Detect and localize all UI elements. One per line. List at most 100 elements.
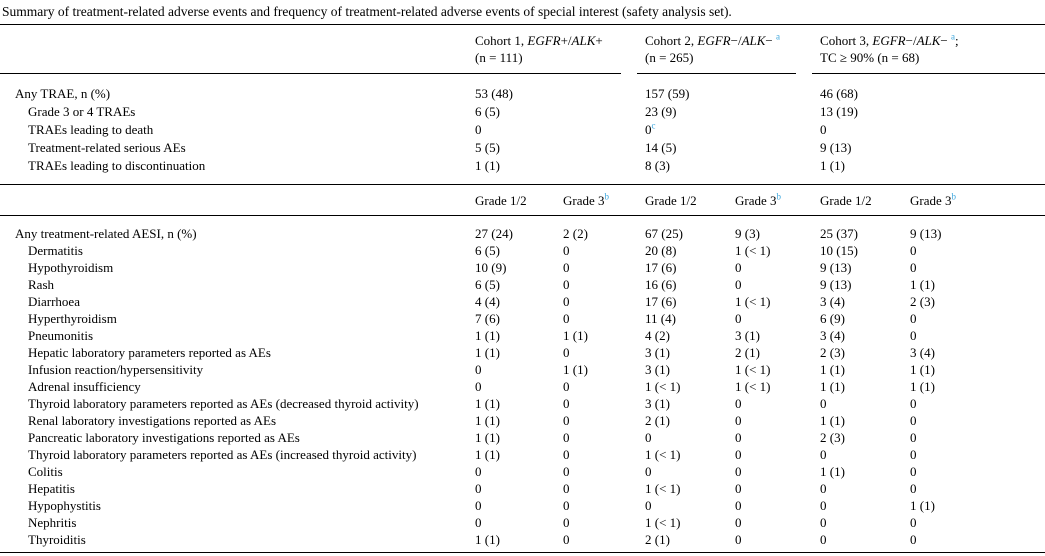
table-row: Treatment-related serious AEs 5 (5) 14 (5)… — [0, 139, 1045, 157]
gene-name: ALK — [916, 33, 941, 48]
value-cell: 16 (6) — [645, 277, 677, 292]
cohort-header-line2: TC ≥ 90% (n = 68) — [820, 50, 920, 65]
header-text: Cohort 3, — [820, 33, 873, 48]
value-cell: 1 (1) — [563, 362, 588, 377]
value-cell: 9 (13) — [820, 140, 852, 155]
stub-header-cell — [0, 184, 467, 216]
value-cell: 2 (1) — [645, 532, 670, 547]
value-cell: 0 — [820, 515, 827, 530]
value-cell: 2 (1) — [645, 413, 670, 428]
value-cell: 0 — [735, 413, 742, 428]
cohort-2-header: Cohort 2, EGFR−/ALK− a (n = 265) — [637, 25, 812, 74]
value-cell: 0 — [910, 464, 917, 479]
table-row: TRAEs leading to discontinuation 1 (1) 8 (… — [0, 157, 1045, 185]
row-label: TRAEs leading to death — [28, 122, 154, 137]
value-cell: 67 (25) — [645, 226, 683, 241]
value-cell: 10 (9) — [475, 260, 507, 275]
row-label: Grade 3 or 4 TRAEs — [28, 104, 136, 119]
value-cell: 157 (59) — [645, 86, 690, 101]
value-cell: 0 — [475, 379, 482, 394]
table-row: Hypophystitis 0 0 0 0 0 1 (1) — [0, 497, 1045, 514]
value-cell: 0 — [563, 413, 570, 428]
value-cell: 0 — [910, 515, 917, 530]
value-cell: 2 (2) — [563, 226, 588, 241]
value-cell: 0 — [910, 532, 917, 547]
value-cell: 25 (37) — [820, 226, 858, 241]
value-cell: 0 — [475, 122, 482, 137]
row-label: Pneumonitis — [28, 328, 94, 343]
row-label: Hepatitis — [28, 481, 75, 496]
value-cell: 0 — [475, 515, 482, 530]
row-label: Colitis — [28, 464, 63, 479]
value-cell: 0 — [735, 260, 742, 275]
cohort-header-line2: (n = 265) — [645, 50, 694, 65]
value-cell: 4 (2) — [645, 328, 670, 343]
value-cell: 1 (1) — [820, 464, 845, 479]
value-cell: 0c — [645, 120, 656, 137]
header-text: − — [765, 33, 776, 48]
table-row: Thyroid laboratory parameters reported a… — [0, 446, 1045, 463]
row-label: Treatment-related serious AEs — [28, 140, 186, 155]
row-label: Dermatitis — [28, 243, 83, 258]
value-cell: 9 (13) — [910, 226, 942, 241]
value-cell: 0 — [910, 311, 917, 326]
cohort-header-text: Cohort 2, EGFR−/ALK− a (n = 265) — [637, 25, 797, 74]
value-cell: 0 — [563, 481, 570, 496]
table-row: Hepatic laboratory parameters reported a… — [0, 344, 1045, 361]
footnote-marker-c: c — [651, 120, 656, 131]
value-cell: 0 — [735, 277, 742, 292]
value-cell: 6 (9) — [820, 311, 845, 326]
gene-name: EGFR — [872, 33, 906, 48]
row-label: Thyroid laboratory parameters reported a… — [28, 396, 419, 411]
row-label: Renal laboratory investigations reported… — [28, 413, 277, 428]
value-cell: 2 (3) — [820, 430, 845, 445]
row-label: Rash — [28, 277, 54, 292]
value-cell: 7 (6) — [475, 311, 500, 326]
grade-header-section: Grade 1/2 Grade 3b Grade 1/2 Grade 3b Grade … — [0, 184, 1045, 216]
row-label: Diarrhoea — [28, 294, 80, 309]
value-cell: 0 — [910, 413, 917, 428]
value-cell: 1 (1) — [910, 379, 935, 394]
table-row: Thyroiditis 1 (1) 0 2 (1) 0 0 0 — [0, 531, 1045, 553]
value-cell: 6 (5) — [475, 277, 500, 292]
value-cell: 0 — [563, 294, 570, 309]
table-row: Adrenal insufficiency 0 0 1 (< 1) 1 (< 1) 1 (… — [0, 378, 1045, 395]
header-text: + — [595, 33, 603, 48]
value-cell: 0 — [563, 260, 570, 275]
value-cell: 3 (4) — [820, 328, 845, 343]
value-cell: 2 (3) — [820, 345, 845, 360]
header-text: +/ — [560, 33, 572, 48]
value-cell: 0 — [910, 430, 917, 445]
value-cell: 0 — [563, 498, 570, 513]
row-label: Hepatic laboratory parameters reported a… — [28, 345, 271, 360]
row-label: Hyperthyroidism — [28, 311, 117, 326]
value-cell: 0 — [475, 362, 482, 377]
value-cell: 0 — [563, 532, 570, 547]
value-cell: 23 (9) — [645, 104, 677, 119]
footnote-marker-b: b — [776, 191, 782, 202]
value-cell: 9 (3) — [735, 226, 760, 241]
table-row: Hepatitis 0 0 1 (< 1) 0 0 0 — [0, 480, 1045, 497]
value-cell: 3 (4) — [910, 345, 935, 360]
grade-header-grade12: Grade 1/2 — [812, 184, 903, 216]
row-label: Thyroid laboratory parameters reported a… — [28, 447, 417, 462]
value-cell: 0 — [820, 122, 827, 137]
gene-name: ALK — [741, 33, 766, 48]
table-row: Infusion reaction/hypersensitivity 0 1 (1)… — [0, 361, 1045, 378]
table-row: Any TRAE, n (%) 53 (48) 157 (59) 46 (68) — [0, 74, 1045, 103]
table-row: TRAEs leading to death 0 0c 0 — [0, 121, 1045, 139]
table-row: Renal laboratory investigations reported… — [0, 412, 1045, 429]
value-cell: 17 (6) — [645, 260, 677, 275]
value-cell: 11 (4) — [645, 311, 676, 326]
cohort-header-line1: Cohort 1, EGFR+/ALK+ — [475, 32, 621, 49]
value-cell: 0 — [563, 515, 570, 530]
footnote-marker-a: a — [951, 31, 956, 42]
value-cell: 0 — [735, 311, 742, 326]
cohort-header-text: Cohort 3, EGFR−/ALK− a; TC ≥ 90% (n = 68) — [812, 25, 1045, 74]
value-cell: 1 (1) — [475, 413, 500, 428]
value-cell: 0 — [563, 430, 570, 445]
table-row: Grade 3 or 4 TRAEs 6 (5) 23 (9) 13 (19) — [0, 103, 1045, 121]
value-cell: 1 (< 1) — [645, 447, 681, 462]
header-text: Cohort 2, — [645, 33, 698, 48]
